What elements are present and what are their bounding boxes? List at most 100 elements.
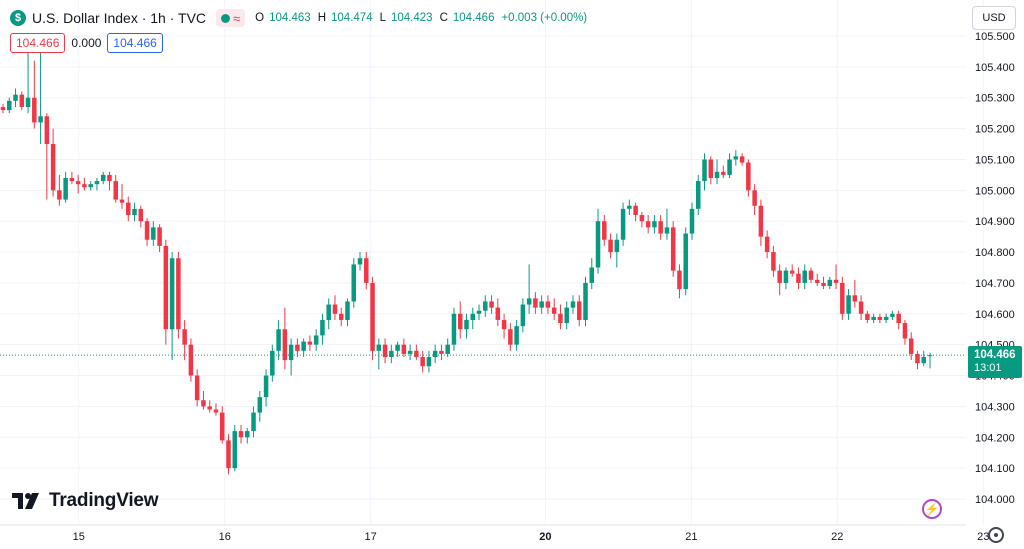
x-tick-label: 20: [539, 531, 551, 543]
candle-body: [852, 295, 858, 302]
candle-body: [188, 344, 194, 376]
candle-body: [257, 397, 263, 413]
candle-body: [470, 313, 476, 320]
candle-body: [19, 94, 25, 107]
currency-selector[interactable]: USD: [972, 6, 1016, 30]
candle: [595, 208, 601, 274]
candle: [802, 264, 807, 290]
candle: [821, 276, 826, 290]
candle-body: [645, 221, 651, 228]
spread-value: 0.000: [71, 36, 102, 50]
candle-body: [407, 350, 413, 354]
sell-price-button[interactable]: 104.466: [10, 33, 66, 53]
candle: [695, 174, 701, 216]
candle: [815, 273, 820, 287]
candle: [188, 338, 194, 382]
candle: [263, 369, 269, 407]
candle-body: [357, 258, 363, 265]
candle: [533, 292, 538, 314]
candle: [883, 313, 889, 324]
x-tick-label: 16: [219, 531, 231, 543]
candle: [551, 298, 557, 320]
candle: [38, 45, 43, 145]
price-axis[interactable]: 104.000104.100104.200104.300104.400104.5…: [975, 31, 1015, 506]
y-tick-label: 105.300: [975, 93, 1015, 105]
time-axis[interactable]: 15161720212223242728: [73, 531, 1024, 543]
y-tick-label: 104.100: [975, 463, 1015, 475]
candle: [677, 264, 682, 299]
candle: [63, 171, 68, 203]
candle: [138, 205, 144, 228]
lightning-icon[interactable]: ⚡: [922, 499, 942, 519]
candle: [157, 224, 162, 253]
candle-body: [508, 329, 513, 345]
candle: [345, 298, 350, 327]
candle-body: [201, 400, 206, 407]
buy-price-button[interactable]: 104.466: [107, 33, 163, 53]
candle: [0, 103, 6, 114]
candle: [232, 424, 238, 472]
candle-body: [695, 181, 701, 209]
candle-body: [683, 233, 688, 290]
candle: [852, 279, 858, 308]
candle-body: [332, 304, 338, 314]
candle-body: [595, 221, 601, 268]
candle: [627, 199, 632, 216]
candle: [313, 329, 319, 351]
candle: [576, 295, 582, 327]
x-tick-label: 15: [73, 531, 85, 543]
candle-body: [539, 301, 544, 308]
candle-body: [351, 264, 357, 302]
candle: [364, 252, 369, 290]
candle-body: [821, 282, 826, 287]
candle-body: [620, 208, 626, 240]
candle: [201, 390, 206, 410]
tradingview-logo[interactable]: TradingView: [12, 490, 159, 512]
candle-body: [545, 301, 551, 308]
candle: [721, 165, 726, 178]
candle-body: [75, 181, 81, 185]
candle-body: [570, 301, 576, 308]
candle: [702, 153, 707, 191]
candle: [219, 406, 225, 444]
candle: [182, 319, 187, 361]
x-tick-label: 22: [831, 531, 843, 543]
chart-grid: [0, 0, 984, 525]
candle: [827, 276, 833, 290]
candle: [439, 344, 444, 361]
candle: [739, 153, 745, 166]
candle-body: [307, 341, 313, 345]
candle: [295, 338, 300, 358]
candle-body: [270, 350, 275, 376]
candle: [57, 174, 62, 206]
candle: [326, 298, 331, 330]
candle-body: [526, 298, 532, 305]
candle-body: [432, 350, 438, 358]
candle-body: [833, 279, 839, 283]
candle: [25, 51, 31, 114]
candle: [107, 171, 112, 191]
candle: [13, 88, 18, 107]
symbol-title[interactable]: U.S. Dollar Index · 1h · TVC: [32, 10, 207, 26]
candle: [908, 332, 914, 361]
candle: [151, 221, 156, 246]
candle: [783, 267, 789, 290]
candle-body: [194, 375, 200, 401]
y-tick-label: 105.000: [975, 185, 1015, 197]
candle: [877, 313, 883, 324]
candle: [758, 199, 764, 246]
candle-body: [602, 221, 607, 240]
y-tick-label: 104.300: [975, 401, 1015, 413]
x-tick-label: 17: [365, 531, 377, 543]
gear-icon[interactable]: [988, 527, 1004, 543]
candle: [570, 295, 576, 314]
candle-body: [132, 208, 137, 216]
candle: [727, 153, 732, 178]
market-status-pill[interactable]: ≈: [216, 9, 246, 27]
candle-body: [57, 190, 62, 200]
candle-body: [808, 270, 814, 280]
y-tick-label: 104.700: [975, 278, 1015, 290]
candle: [338, 307, 344, 327]
candle-body: [88, 184, 93, 188]
